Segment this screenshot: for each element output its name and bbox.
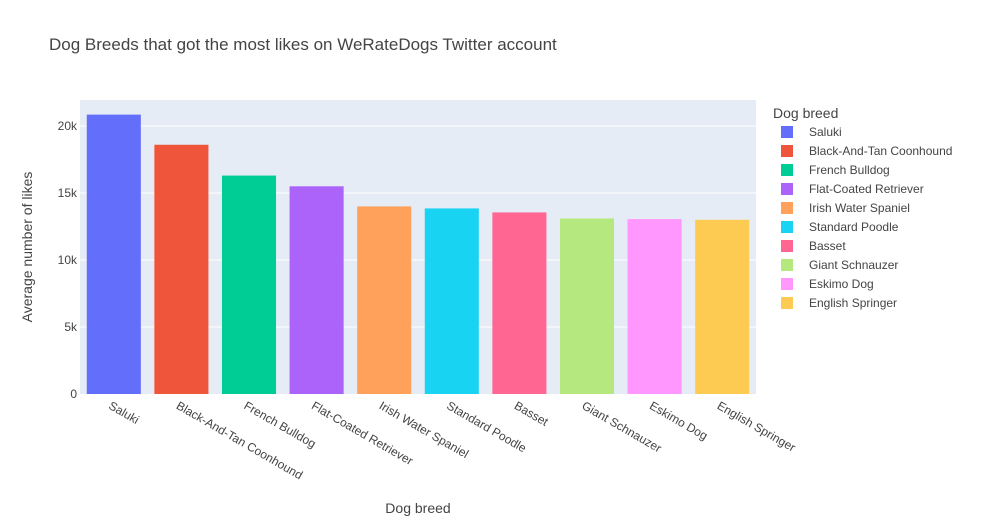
bars: [86, 114, 750, 395]
x-axis-title: Dog breed: [385, 500, 450, 516]
y-tick-label: 0: [70, 387, 77, 401]
bar-english-springer: [695, 219, 750, 394]
bar-standard-poodle: [424, 208, 479, 394]
legend-item-label[interactable]: Saluki: [809, 125, 842, 139]
legend-swatch[interactable]: [781, 126, 793, 138]
legend-swatch[interactable]: [781, 259, 793, 271]
legend-swatch[interactable]: [781, 145, 793, 157]
legend-item-label[interactable]: Basset: [809, 239, 846, 253]
legend-item-label[interactable]: Standard Poodle: [809, 220, 899, 234]
legend-item-label[interactable]: English Springer: [809, 296, 897, 310]
legend-swatch[interactable]: [781, 164, 793, 176]
legend-swatch[interactable]: [781, 297, 793, 309]
y-axis-ticks: 0 5k 10k 15k 20k: [58, 119, 78, 401]
y-axis-title: Average number of likes: [19, 172, 35, 323]
y-tick-label: 20k: [58, 119, 78, 133]
bar-eskimo-dog: [627, 219, 682, 394]
bar-giant-schnauzer: [559, 218, 615, 394]
legend-swatch[interactable]: [781, 221, 793, 233]
legend-item-label[interactable]: Eskimo Dog: [809, 277, 874, 291]
bar-flat-coated-retriever: [289, 186, 344, 394]
y-tick-label: 5k: [64, 320, 78, 334]
y-tick-label: 15k: [58, 186, 78, 200]
bar-black-and-tan-coonhound: [154, 144, 209, 394]
legend-swatch[interactable]: [781, 240, 793, 252]
legend-swatch[interactable]: [781, 183, 793, 195]
legend-swatch[interactable]: [781, 202, 793, 214]
legend-title: Dog breed: [773, 105, 838, 121]
legend-item-label[interactable]: Black-And-Tan Coonhound: [809, 144, 952, 158]
legend: Dog breed Saluki Black-And-Tan Coonhound F…: [773, 105, 952, 310]
bar-french-bulldog: [221, 175, 277, 394]
legend-item-label[interactable]: Irish Water Spaniel: [809, 201, 910, 215]
legend-swatch[interactable]: [781, 278, 793, 290]
legend-item-label[interactable]: Flat-Coated Retriever: [809, 182, 924, 196]
legend-items: Saluki Black-And-Tan Coonhound French Bull…: [781, 125, 952, 310]
bar-irish-water-spaniel: [357, 206, 412, 394]
legend-item-label[interactable]: Giant Schnauzer: [809, 258, 898, 272]
bar-basset: [492, 212, 547, 394]
bar-saluki: [86, 114, 141, 395]
y-tick-label: 10k: [58, 253, 78, 267]
legend-item-label[interactable]: French Bulldog: [809, 163, 890, 177]
chart-title: Dog Breeds that got the most likes on We…: [49, 35, 557, 54]
